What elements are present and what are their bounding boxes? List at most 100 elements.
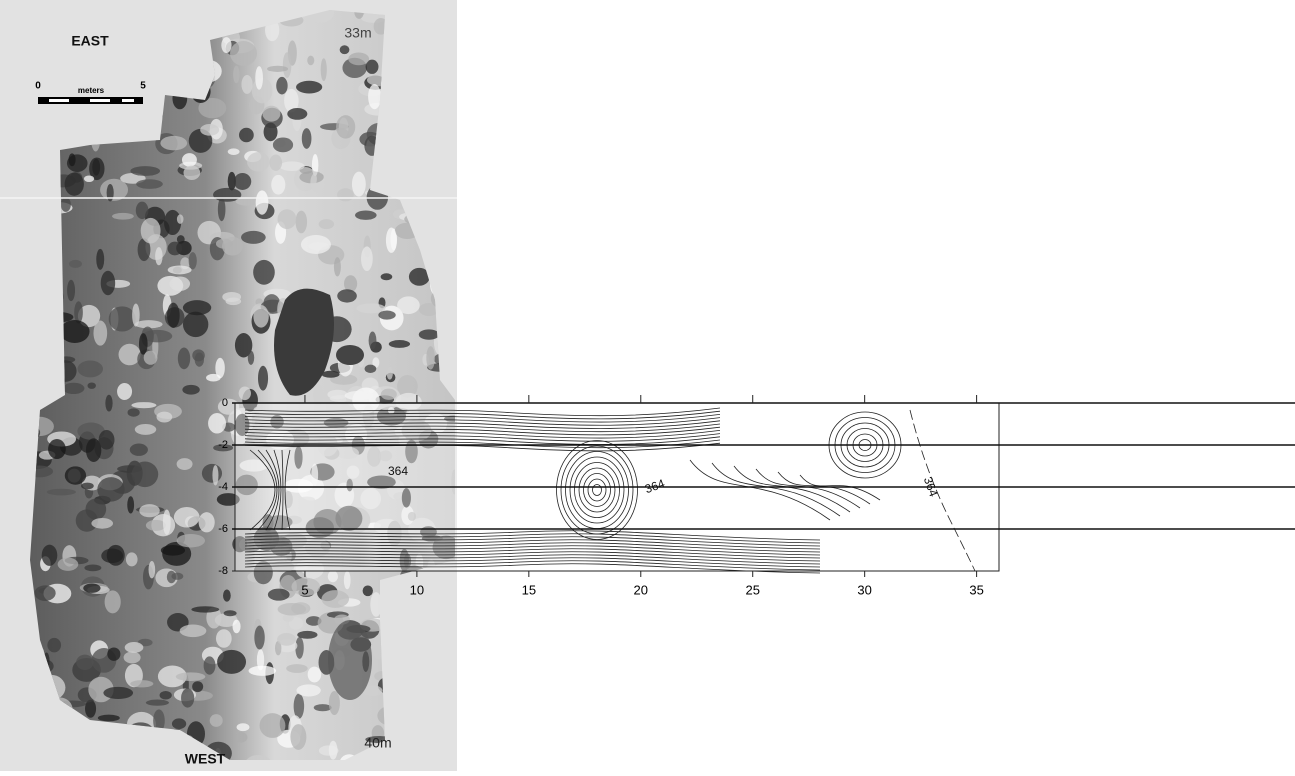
mosaic-blob bbox=[127, 496, 134, 513]
west-label: WEST bbox=[185, 751, 226, 767]
mosaic-blob bbox=[177, 235, 185, 244]
mosaic-blob bbox=[387, 367, 393, 380]
mosaic-blob bbox=[294, 694, 305, 719]
mosaic-blob bbox=[365, 365, 377, 373]
mosaic-blob bbox=[146, 700, 169, 706]
contour-line bbox=[579, 468, 615, 512]
mosaic-blob bbox=[171, 573, 183, 580]
mosaic-blob bbox=[112, 213, 134, 220]
mosaic-blob bbox=[136, 202, 149, 219]
scale-bar-segment bbox=[122, 99, 134, 102]
mosaic-blob bbox=[216, 239, 232, 249]
mosaic-blob bbox=[65, 173, 84, 196]
mosaic-blob bbox=[210, 714, 223, 727]
mosaic-blob bbox=[172, 718, 186, 729]
mosaic-blob bbox=[183, 300, 211, 315]
mosaic-blob bbox=[378, 310, 395, 319]
mosaic-blob bbox=[319, 219, 334, 229]
mosaic-blob bbox=[86, 499, 107, 520]
mosaic-blob bbox=[234, 173, 251, 190]
contour-line bbox=[557, 441, 638, 540]
mosaic-blob bbox=[58, 558, 79, 571]
mosaic-blob bbox=[253, 305, 268, 328]
mosaic-blob bbox=[105, 590, 121, 613]
mosaic-blob bbox=[98, 715, 120, 722]
mosaic-blob bbox=[168, 265, 192, 274]
mosaic-blob bbox=[60, 320, 90, 343]
mosaic-blob bbox=[202, 464, 222, 483]
mosaic-blob bbox=[83, 583, 100, 592]
contour-line bbox=[910, 410, 975, 571]
mosaic-blob bbox=[96, 249, 104, 270]
mosaic-blob bbox=[208, 413, 226, 434]
mosaic-blob bbox=[223, 589, 231, 601]
mosaic-blob bbox=[136, 179, 163, 189]
mosaic-blob bbox=[191, 606, 219, 612]
mosaic-blob bbox=[204, 656, 216, 674]
mosaic-blob bbox=[386, 228, 397, 253]
mosaic-blob bbox=[381, 389, 397, 400]
x-tick-label: 30 bbox=[857, 582, 871, 597]
contour-line bbox=[561, 446, 633, 534]
mosaic-blob bbox=[103, 687, 133, 699]
mosaic-blob bbox=[61, 197, 71, 211]
mosaic-blob bbox=[322, 590, 350, 608]
mosaic-blob bbox=[253, 260, 275, 285]
contour-line bbox=[575, 463, 620, 518]
scale-label: 0 bbox=[35, 81, 41, 92]
mosaic-blob bbox=[381, 273, 393, 280]
mosaic-blob bbox=[93, 320, 107, 345]
mosaic-blob bbox=[130, 166, 160, 176]
mosaic-blob bbox=[177, 534, 205, 547]
mosaic-blob bbox=[184, 166, 201, 180]
mosaic-blob bbox=[368, 84, 381, 109]
mosaic-blob bbox=[92, 159, 100, 176]
figure: EAST WEST 33m 40m 0 meters 5 0-2-4-6-851… bbox=[0, 0, 1295, 771]
mosaic-blob bbox=[239, 386, 251, 400]
mosaic-blob bbox=[308, 667, 322, 683]
mosaic-blob bbox=[163, 509, 171, 534]
mosaic-blob bbox=[247, 152, 270, 171]
mosaic-blob bbox=[130, 444, 148, 456]
mosaic-blob bbox=[389, 340, 410, 348]
mosaic-blob bbox=[352, 172, 366, 197]
mosaic-blob bbox=[128, 408, 140, 416]
mosaic-blob bbox=[160, 136, 187, 150]
mosaic-blob bbox=[105, 395, 112, 412]
mosaic-blob bbox=[283, 52, 292, 78]
mosaic-blob bbox=[182, 153, 197, 167]
mosaic-blob bbox=[426, 346, 435, 369]
mosaic-blob bbox=[267, 66, 288, 72]
contour-line bbox=[756, 469, 860, 508]
mosaic-blob bbox=[99, 430, 115, 450]
y-tick-label: -8 bbox=[218, 565, 228, 577]
mosaic-blob bbox=[273, 137, 293, 152]
mosaic-blob bbox=[199, 512, 215, 532]
mosaic-blob bbox=[63, 383, 85, 394]
mosaic-blob bbox=[180, 625, 207, 638]
mosaic-blob bbox=[336, 115, 355, 139]
contour-label: 364 bbox=[643, 476, 667, 496]
mosaic-blob bbox=[249, 666, 277, 676]
x-tick-label: 10 bbox=[410, 582, 424, 597]
mosaic-blob bbox=[241, 75, 252, 94]
contour-line bbox=[588, 479, 606, 501]
mosaic-blob bbox=[239, 128, 254, 142]
scale-unit: meters bbox=[78, 86, 105, 95]
mosaic-blob bbox=[76, 655, 93, 670]
mosaic-blob bbox=[345, 391, 374, 400]
mosaic-blob bbox=[167, 303, 180, 328]
mosaic-blob bbox=[361, 246, 373, 271]
contour-label: 364 bbox=[388, 464, 408, 478]
mosaic-blob bbox=[47, 489, 76, 496]
mosaic-blob bbox=[287, 108, 307, 120]
x-tick-label: 5 bbox=[301, 582, 308, 597]
contour-line bbox=[584, 474, 611, 507]
mosaic-blob bbox=[259, 713, 285, 738]
mosaic-blob bbox=[271, 175, 285, 195]
y-tick-label: -4 bbox=[218, 481, 228, 493]
mosaic-blob bbox=[235, 732, 247, 742]
mosaic-blob bbox=[117, 383, 132, 400]
mosaic-blob bbox=[256, 190, 269, 214]
mosaic-blob bbox=[101, 271, 115, 295]
